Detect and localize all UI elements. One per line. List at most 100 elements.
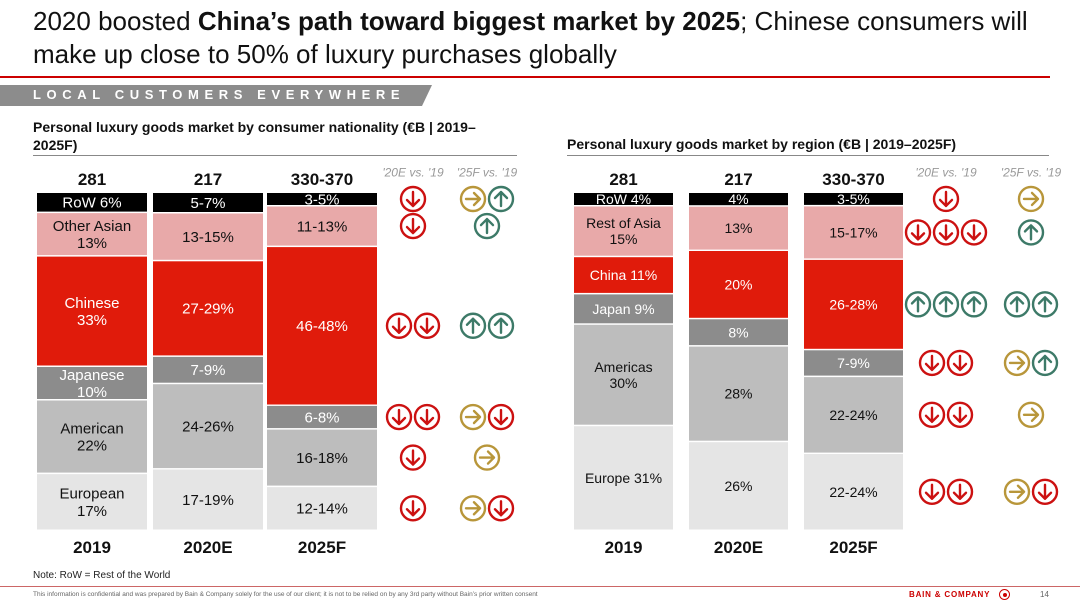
arrow-ring [399,185,427,213]
region-trend-down-icon [904,219,932,246]
arrow-ring [1003,349,1031,377]
segment-label: China 11% [590,267,657,283]
bain-logo-icon [999,589,1010,600]
segment-label: 20% [724,276,752,292]
segment-label: Other Asian 13% [53,218,131,252]
segment-label: 15-17% [829,224,877,240]
arrow-ring [473,212,501,240]
segment-label: 16-18% [296,450,348,467]
region-trend-up-icon [932,291,960,318]
region-trend-up-icon [1017,219,1045,246]
arrow-ring [1003,478,1031,505]
arrow-ring [385,403,413,431]
arrow-ring [399,444,427,471]
segment-label: RoW 6% [62,195,121,212]
arrow-glyph [1008,484,1026,499]
segment-label: 22-24% [829,484,877,500]
segment-label: 27-29% [182,301,234,318]
nationality-bar-2019-japanese [37,367,147,399]
arrow-glyph [1008,355,1026,371]
arrow-glyph [924,406,940,423]
chart-title-region: Personal luxury goods market by region (… [567,136,957,152]
segment-label: Americas 30% [594,359,652,391]
nationality-trend-right-icon [473,444,501,471]
arrow-ring [932,185,960,213]
category-label: 2020E [714,538,763,557]
chart-title-rule-region [567,155,1049,156]
region-trend-up-icon [904,291,932,318]
nationality-bar-2020E-row [153,193,263,212]
segment-label: 3-5% [837,191,870,207]
segment-label: 7-9% [190,362,225,379]
segment-label: 4% [728,191,748,207]
arrow-glyph [1023,224,1039,241]
confidentiality-notice: This information is confidential and was… [33,591,538,598]
arrow-ring [1031,478,1059,505]
arrow-glyph [938,224,954,241]
arrow-ring [399,212,427,240]
arrow-glyph [1022,407,1040,422]
category-label: 2020E [183,538,232,557]
nationality-trend-up-icon [459,312,487,339]
nationality-bar-2020E-chinese [153,261,263,356]
nationality-bar-2020E-european [153,469,263,530]
arrow-glyph [1009,296,1025,313]
arrow-glyph [1022,191,1040,207]
segment-label: 46-48% [296,318,348,335]
arrow-glyph [1037,483,1053,500]
arrow-ring [413,403,441,431]
arrow-ring [487,403,515,431]
segment-label: 5-7% [190,195,225,212]
title-part1: 2020 boosted [33,6,198,36]
category-label: 2019 [605,538,643,557]
total-label: 281 [609,170,637,189]
region-trend-right-icon [1003,349,1031,377]
nationality-bar-2025F-other-asian [267,206,377,246]
region-bar-2019-rest-of-asia [574,206,673,256]
nationality-bar-2025F-row [267,193,377,205]
arrow-ring [413,312,441,339]
nationality-trend-down-icon [413,312,441,339]
arrow-glyph [493,500,509,517]
category-label: 2019 [73,538,111,557]
region-trend-down-icon [918,401,946,428]
arrow-ring [487,185,515,213]
region-trend-down-icon [932,219,960,246]
arrow-ring [904,219,932,246]
trend-header: '25F vs. '19 [1001,165,1062,179]
region-bar-2020E-rest-of-asia [689,206,788,250]
region-trend-right-icon [1003,478,1031,505]
segment-label: 6-8% [304,409,339,426]
nationality-trend-up-icon [487,312,515,339]
trend-header: '20E vs. '19 [382,165,444,179]
total-label: 217 [724,170,752,189]
arrow-glyph [405,500,421,517]
footer-rule [0,586,1080,587]
arrow-glyph [493,408,509,426]
segment-label: 12-14% [296,501,348,518]
slide-title: 2020 boosted China’s path toward biggest… [33,5,1053,71]
segment-label: 22-24% [829,407,877,423]
nationality-bar-2019-other-asian [37,213,147,256]
region-bar-2019-row [574,193,673,205]
arrow-ring [1017,401,1045,428]
region-trend-up-icon [1003,291,1031,318]
banner-text: LOCAL CUSTOMERS EVERYWHERE [33,87,406,102]
arrow-ring [459,312,487,339]
arrow-glyph [478,450,496,465]
segment-label: Japanese 10% [59,367,124,401]
arrow-glyph [493,190,509,208]
trend-header: '20E vs. '19 [915,165,977,179]
arrow-glyph [966,296,982,313]
region-trend-right-icon [1017,401,1045,428]
category-label: 2025F [298,538,346,557]
total-label: 217 [194,170,222,189]
arrow-ring [918,478,946,505]
title-bold: China’s path toward biggest market by 20… [197,6,741,36]
segment-label: 28% [724,386,752,402]
arrow-ring [487,495,515,522]
nationality-bar-2025F-japanese [267,405,377,429]
nationality-bar-2019-chinese [37,256,147,366]
total-label: 330-370 [822,170,884,189]
arrow-ring [932,219,960,246]
